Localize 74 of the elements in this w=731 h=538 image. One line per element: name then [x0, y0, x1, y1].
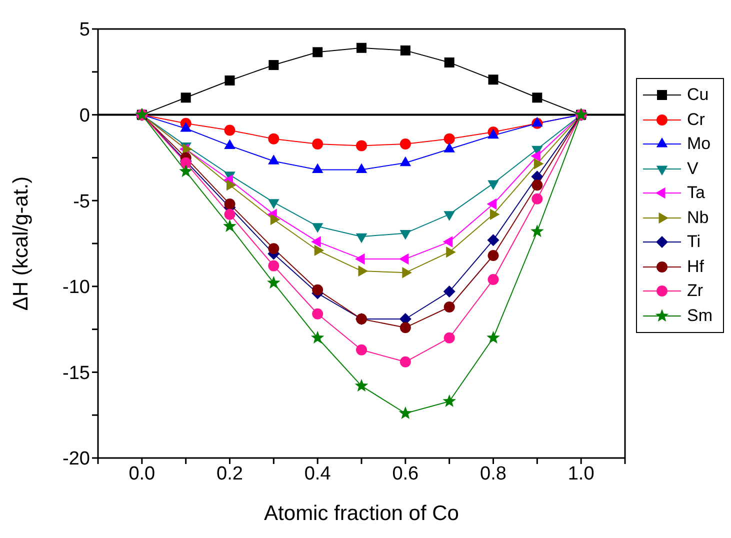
point	[224, 124, 236, 136]
point	[358, 265, 368, 277]
point	[488, 274, 499, 286]
point	[400, 45, 410, 56]
point	[268, 154, 280, 164]
point	[223, 219, 236, 232]
point	[442, 394, 456, 408]
y-tick-label: -20	[62, 448, 90, 470]
y-tick-label: 5	[79, 20, 90, 41]
x-tick-label: 0.4	[304, 463, 332, 484]
point	[356, 344, 367, 356]
point	[532, 92, 542, 103]
point	[179, 164, 192, 178]
x-tick-label: 0.6	[392, 463, 419, 484]
point	[444, 57, 454, 68]
point	[312, 284, 324, 296]
point	[310, 330, 324, 344]
point	[224, 75, 235, 86]
x-tick-label: 0.2	[216, 463, 243, 484]
x-tick-label: 0.8	[480, 463, 506, 484]
x-tick-label: 0.0	[128, 463, 156, 484]
point	[268, 260, 280, 272]
y-tick-label: -5	[73, 191, 90, 212]
point	[312, 308, 324, 320]
point	[444, 332, 455, 344]
legend-label: Nb	[687, 208, 710, 228]
point	[224, 198, 236, 210]
point	[224, 208, 236, 220]
legend-label: Zr	[687, 281, 704, 302]
point	[356, 140, 367, 152]
legend-label: V	[687, 158, 700, 179]
point	[488, 128, 499, 139]
point	[267, 276, 280, 289]
legend-label: Mo	[687, 134, 712, 154]
point	[488, 74, 498, 85]
x-axis-title: Atomic fraction of Co	[264, 502, 459, 525]
point	[268, 133, 280, 144]
legend-label: Ta	[687, 183, 706, 204]
point	[488, 250, 499, 262]
y-tick-label: 0	[79, 106, 90, 127]
point	[530, 224, 544, 238]
point	[356, 163, 368, 173]
point	[532, 193, 543, 204]
point	[443, 286, 456, 298]
point	[180, 92, 191, 103]
point	[398, 406, 412, 420]
point	[444, 142, 455, 152]
point	[268, 243, 280, 254]
y-tick-label: -15	[62, 362, 90, 384]
legend-label: Cr	[687, 110, 706, 130]
point	[180, 122, 192, 132]
point	[312, 47, 323, 58]
point	[400, 156, 412, 166]
point	[356, 42, 366, 53]
y-axis-title: ΔH (kcal/g-at.)	[9, 176, 32, 311]
point	[400, 356, 411, 368]
legend-label: Ti	[687, 232, 702, 252]
point	[444, 301, 455, 312]
point	[354, 378, 368, 392]
y-tick-label: -10	[62, 277, 90, 298]
legend-label: Hf	[687, 256, 705, 277]
point	[268, 60, 279, 70]
point	[487, 234, 500, 246]
point	[400, 322, 411, 334]
point	[312, 138, 324, 150]
x-tick-label: 1.0	[568, 463, 594, 484]
point	[312, 163, 324, 173]
legend-label: Sm	[687, 306, 714, 326]
point	[444, 133, 455, 144]
point	[400, 138, 411, 150]
point	[532, 180, 543, 191]
point	[486, 330, 500, 344]
point	[224, 139, 236, 149]
legend-label: Cu	[687, 85, 710, 106]
